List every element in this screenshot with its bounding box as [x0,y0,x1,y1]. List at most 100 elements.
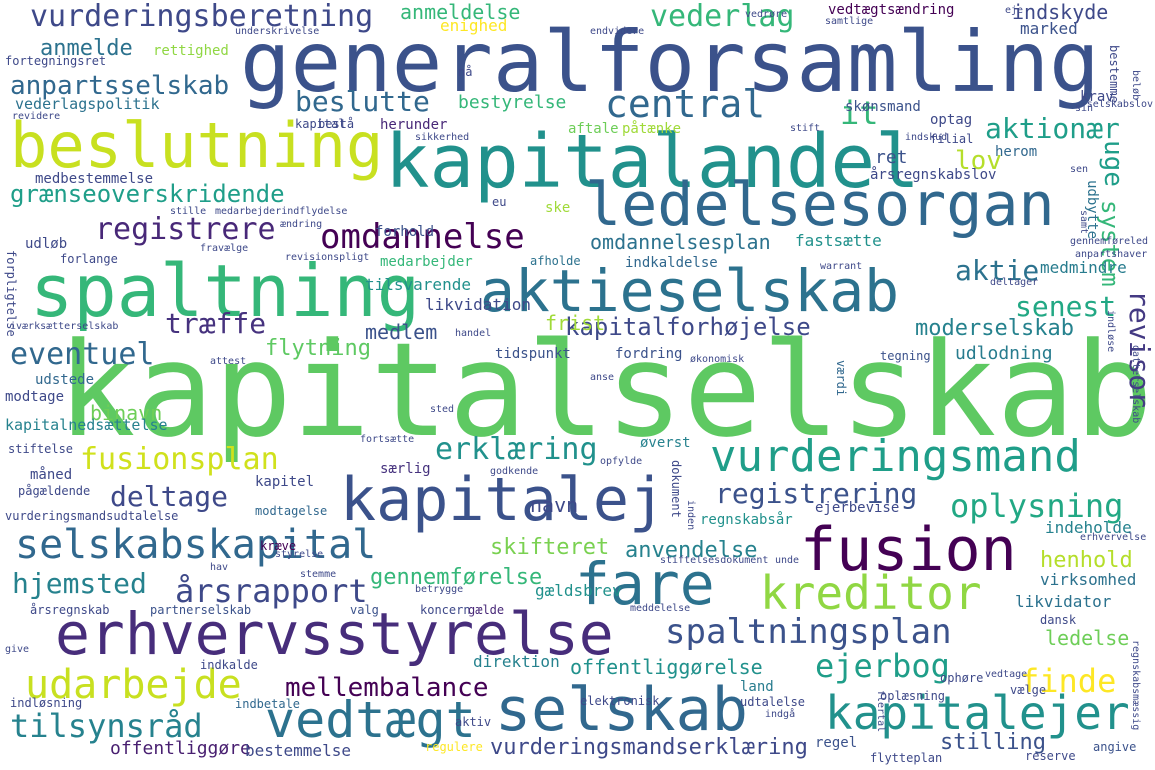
word-erhvervsstyrelse: erhvervsstyrelse [55,600,614,668]
word-tilsynsråd: tilsynsråd [10,707,203,745]
word-aktionær: aktionær [985,112,1120,145]
word-ret: ret [875,147,908,168]
word-lov: lov [955,146,1002,176]
word-udtalelse: udtalelse [740,695,806,709]
word-marked: marked [1020,19,1078,38]
word-træffe: træffe [165,307,267,340]
word-forhold: forhold [375,224,435,240]
word-regel: regel [815,735,858,751]
word-hav: hav [210,562,229,573]
word-fortegningsret: fortegningsret [5,54,107,68]
word-optag: optag [930,112,973,128]
word-erhvervelse: erhvervelse [1080,532,1147,543]
word-medmindre: medmindre [1040,258,1127,277]
word-modtagelse: modtagelse [255,504,328,518]
word-deltage: deltage [110,480,229,513]
word-oplysning: oplysning [950,487,1124,525]
word-tidspunkt: tidspunkt [495,346,571,362]
word-måned: måned [30,467,73,483]
word-meddelelse: meddelelse [630,603,691,614]
word-beslutning: beslutning [10,109,384,182]
word-rettighed: rettighed [153,43,229,59]
word-stilling: stilling [940,730,1046,755]
word-indløsning: indløsning [10,696,83,710]
word-indskud: indskud [905,132,948,143]
word-likvidation: likvidation [425,295,531,314]
word-generalforsamling: generalforsamling [240,13,1100,111]
word-forlange: forlange [60,252,118,266]
word-årsregnskab: årsregnskab [30,603,110,617]
word-grænseoverskridende: grænseoverskridende [10,180,285,208]
word-selskab: selskab [495,675,748,745]
word-vælge: vælge [1010,683,1047,697]
word-indbetale: indbetale [235,697,301,711]
word-ejerbog: ejerbog [815,647,950,685]
word-mellembalance: mellembalance [285,673,489,703]
word-flytteplan: flytteplan [870,751,943,765]
word-aktie: aktie [955,254,1040,287]
word-kræve: kræve [260,539,297,553]
word-herunder: herunder [380,117,448,133]
word-medbestemmelse: medbestemmelse [35,171,154,187]
word-finde: finde [1020,662,1117,700]
word-stille: stille [170,206,207,217]
word-anpartshaver: anpartshaver [1075,249,1148,260]
word-eu: eu [492,195,507,209]
word-selskabslov: selskabslov [1086,99,1153,110]
word-vedrøre: vedrøre [745,9,788,20]
word-regnskabsmæssig: regnskabsmæssig [1130,640,1141,731]
word-pågældende: pågældende [18,484,91,498]
word-fravælge: fravælge [200,243,249,254]
word-led: led [1130,236,1149,247]
word-selskabskapital: selskabskapital [15,522,377,568]
word-indkalde: indkalde [200,658,258,672]
word-stift: stift [790,123,821,134]
word-regnskabsår: regnskabsår [700,512,793,528]
word-omdannelsesplan: omdannelsesplan [590,230,771,254]
word-fusionsplan: fusionsplan [80,442,279,477]
word-revisionspligt: revisionspligt [285,252,370,263]
word-udbytte: udbytte [1084,180,1100,240]
word-vedtægt: vedtægt [265,691,476,749]
word-anmeldelse: anmeldelse [400,0,521,24]
word-kapitel: kapitel [255,474,315,490]
word-vurderingsmandserklæring: vurderingsmandserklæring [490,735,808,760]
word-omdannelse: omdannelse [320,217,525,257]
word-anmelde: anmelde [40,36,133,61]
word-anpartsselskab: anpartsselskab [10,71,230,101]
word-kapitalandel: kapitalandel [385,119,920,205]
word-regulere: regulere [425,740,483,754]
word-warrant: warrant [820,261,863,272]
word-gældsbrev: gældsbrev [535,581,622,600]
word-medlem: medlem [365,320,438,344]
word-senest: senest [1015,290,1117,323]
word-uge: uge [1098,140,1128,187]
word-ledelse: ledelse [1045,626,1130,650]
word-vedtage: vedtage [985,669,1028,680]
word-oplæsning: oplæsning [880,689,946,703]
word-dokument: dokument [669,460,683,518]
word-flertal: flertal [875,690,886,733]
word-kapitalselskab: kapitalselskab [57,314,1153,466]
word-give: give [5,644,30,655]
word-ophøre: ophøre [940,671,984,685]
word-fare: fare [575,550,715,618]
word-værdi: værdi [834,360,848,397]
word-særlig: særlig [380,461,431,477]
word-anvendelse: anvendelse [625,538,758,563]
word-afholde: afholde [530,254,581,268]
word-hjemsted: hjemsted [12,567,147,600]
word-ejerbevise: ejerbevise [815,500,900,516]
word-medarbejder: medarbejder [380,254,473,270]
word-kapitalforhøjelse: kapitalforhøjelse [565,313,811,341]
word-reserve: reserve [1025,749,1076,763]
word-enighed: enighed [440,16,508,35]
word-flytning: flytning [265,336,371,361]
word-registrering: registrering [715,477,918,510]
word-indeholde: indeholde [1045,518,1132,537]
word-påtænke: påtænke [622,121,682,137]
word-valg: valg [350,603,379,617]
word-beslutte: beslutte [295,85,430,118]
word-samtlige: samtlige [825,16,874,27]
